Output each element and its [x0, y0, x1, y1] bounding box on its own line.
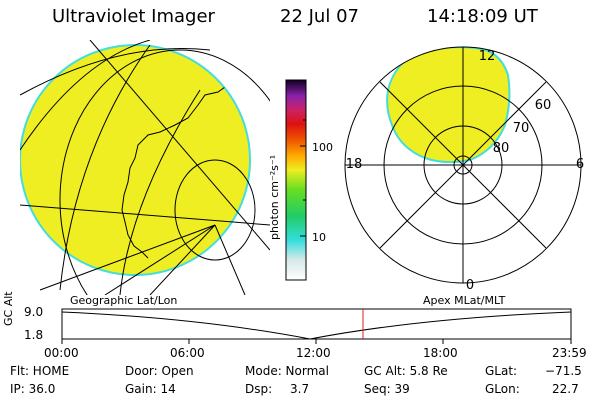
dsp-value: 3.7 — [290, 382, 310, 396]
app-title: Ultraviolet Imager — [52, 6, 215, 27]
gc-alt-status: GC Alt: 5.8 Re — [364, 364, 448, 378]
altitude-curve — [61, 311, 572, 340]
lat-label-70: 70 — [513, 121, 530, 136]
glon-label: GLon: — [485, 382, 520, 396]
glat-label: GLat: — [485, 364, 518, 378]
mode-status: Mode: Normal — [245, 364, 329, 378]
time-tick-0000: 00:00 — [44, 346, 79, 360]
color-scale-ticks — [300, 119, 306, 237]
time-tick-1800: 18:00 — [423, 346, 458, 360]
mlt-label-0: 0 — [466, 278, 474, 293]
polar-plot: 12 0 18 6 60 70 80 — [344, 46, 584, 293]
color-scale-bar — [285, 79, 307, 281]
lat-label-60: 60 — [535, 98, 552, 113]
time-label: 14:18:09 UT — [427, 6, 538, 27]
altitude-timeline — [61, 308, 572, 344]
color-tick-100: 100 — [312, 141, 333, 154]
alt-ylabel: GC Alt — [2, 291, 15, 326]
ip-status: IP: 36.0 — [10, 382, 56, 396]
geographic-label: Geographic Lat/Lon — [70, 294, 178, 307]
color-tick-10: 10 — [312, 231, 326, 244]
door-status: Door: Open — [125, 364, 194, 378]
glat-value: −71.5 — [545, 364, 582, 378]
coastline — [121, 54, 250, 259]
seq-status: Seq: 39 — [364, 382, 410, 396]
alt-ytick-max: 9.0 — [24, 305, 44, 319]
gain-status: Gain: 14 — [125, 382, 176, 396]
mlt-label-12: 12 — [479, 49, 496, 64]
mlt-label-6: 6 — [576, 157, 584, 172]
mlt-label-18: 18 — [346, 157, 363, 172]
lat-label-80: 80 — [493, 141, 510, 156]
polar-aurora-region — [386, 47, 511, 164]
dsp-label: Dsp: — [245, 382, 273, 396]
time-tick-0600: 06:00 — [170, 346, 205, 360]
flt-status: Flt: HOME — [10, 364, 70, 378]
geographic-map — [20, 40, 270, 295]
date-label: 22 Jul 07 — [280, 6, 359, 27]
glon-value: 22.7 — [552, 382, 579, 396]
apex-label: Apex MLat/MLT — [423, 294, 506, 307]
color-scale-label: photon cm⁻²s⁻¹ — [268, 155, 281, 240]
time-tick-2359: 23:59 — [552, 346, 587, 360]
alt-ytick-min: 1.8 — [24, 328, 44, 342]
time-tick-1200: 12:00 — [296, 346, 331, 360]
